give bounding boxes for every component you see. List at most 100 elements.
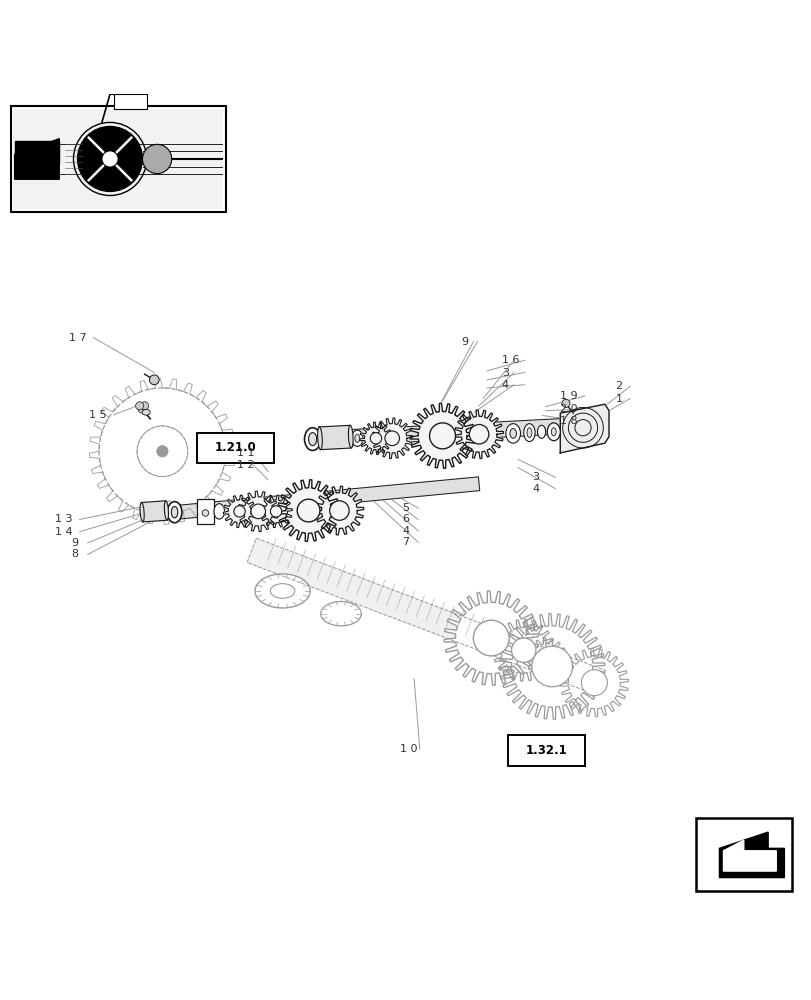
Text: 5: 5 — [401, 503, 409, 513]
Circle shape — [531, 646, 572, 687]
Circle shape — [538, 650, 554, 666]
Circle shape — [429, 423, 455, 449]
Polygon shape — [247, 538, 605, 695]
Polygon shape — [15, 151, 47, 167]
FancyBboxPatch shape — [197, 433, 273, 463]
Ellipse shape — [164, 501, 168, 520]
Text: 1 6: 1 6 — [501, 355, 519, 365]
Polygon shape — [15, 141, 59, 163]
Text: 1 7: 1 7 — [69, 333, 87, 343]
Polygon shape — [359, 422, 392, 455]
Ellipse shape — [255, 574, 310, 608]
Circle shape — [384, 431, 399, 446]
Polygon shape — [319, 425, 351, 450]
Text: 9: 9 — [71, 538, 79, 548]
Circle shape — [297, 499, 320, 522]
Ellipse shape — [523, 424, 534, 442]
Ellipse shape — [505, 424, 520, 443]
Polygon shape — [560, 649, 628, 717]
Circle shape — [140, 402, 148, 410]
Ellipse shape — [348, 425, 353, 448]
Ellipse shape — [537, 425, 545, 438]
Bar — [11, 106, 225, 212]
Text: 1: 1 — [615, 393, 622, 403]
Polygon shape — [15, 139, 59, 179]
Text: 3: 3 — [532, 472, 539, 482]
Polygon shape — [260, 495, 292, 528]
Text: 1 4: 1 4 — [55, 527, 73, 537]
Circle shape — [157, 446, 168, 457]
Polygon shape — [560, 404, 608, 453]
Text: 1.21.0: 1.21.0 — [214, 441, 256, 454]
Text: 2: 2 — [615, 381, 622, 391]
Text: 1 0: 1 0 — [399, 744, 417, 754]
Circle shape — [370, 433, 381, 444]
Circle shape — [101, 151, 118, 167]
Circle shape — [581, 670, 607, 696]
Polygon shape — [526, 638, 566, 679]
Bar — [13, 109, 223, 209]
Polygon shape — [499, 614, 604, 719]
Text: 1 2: 1 2 — [237, 460, 255, 470]
Ellipse shape — [171, 506, 178, 518]
Ellipse shape — [140, 502, 144, 522]
Ellipse shape — [351, 430, 363, 446]
Text: 4: 4 — [401, 526, 409, 536]
Ellipse shape — [270, 584, 294, 598]
Circle shape — [135, 402, 144, 410]
Circle shape — [329, 501, 349, 520]
Polygon shape — [410, 403, 474, 468]
Ellipse shape — [308, 433, 316, 446]
Polygon shape — [371, 418, 412, 459]
Polygon shape — [238, 491, 278, 532]
Ellipse shape — [526, 428, 531, 437]
Polygon shape — [444, 591, 538, 685]
Circle shape — [234, 506, 245, 517]
Circle shape — [561, 399, 569, 407]
Ellipse shape — [551, 428, 556, 436]
Ellipse shape — [354, 434, 359, 442]
Polygon shape — [315, 486, 363, 535]
Text: 2 0: 2 0 — [560, 404, 577, 414]
Polygon shape — [723, 840, 775, 871]
Ellipse shape — [509, 429, 516, 438]
Ellipse shape — [320, 601, 361, 626]
Ellipse shape — [167, 502, 182, 523]
Text: 1 3: 1 3 — [55, 514, 73, 524]
Circle shape — [270, 506, 281, 517]
Bar — [196, 499, 214, 524]
Circle shape — [202, 510, 208, 516]
Circle shape — [77, 126, 143, 191]
Text: 3: 3 — [501, 368, 508, 378]
Polygon shape — [277, 480, 339, 541]
Circle shape — [138, 405, 146, 413]
Ellipse shape — [304, 428, 320, 450]
Circle shape — [149, 375, 159, 385]
Circle shape — [469, 424, 488, 444]
Polygon shape — [719, 832, 783, 878]
Text: 8: 8 — [71, 549, 79, 559]
Bar — [114, 94, 146, 109]
Text: 9: 9 — [461, 337, 468, 347]
Ellipse shape — [317, 427, 322, 450]
Polygon shape — [141, 501, 167, 522]
Circle shape — [511, 638, 535, 662]
Text: 1 8: 1 8 — [560, 416, 577, 426]
Ellipse shape — [142, 409, 150, 415]
Text: 1 1: 1 1 — [237, 448, 255, 458]
Circle shape — [143, 144, 171, 174]
Text: 1 9: 1 9 — [560, 391, 577, 401]
Polygon shape — [223, 495, 255, 528]
Polygon shape — [454, 410, 503, 459]
FancyBboxPatch shape — [508, 735, 584, 766]
Text: 4: 4 — [501, 380, 508, 390]
Ellipse shape — [214, 504, 224, 519]
Text: 1 5: 1 5 — [89, 410, 107, 420]
Polygon shape — [492, 619, 554, 681]
Ellipse shape — [547, 423, 560, 441]
Polygon shape — [316, 418, 580, 447]
Bar — [695, 818, 791, 891]
Text: 1.32.1: 1.32.1 — [525, 744, 567, 757]
Circle shape — [251, 504, 265, 519]
Text: 7: 7 — [401, 537, 409, 547]
